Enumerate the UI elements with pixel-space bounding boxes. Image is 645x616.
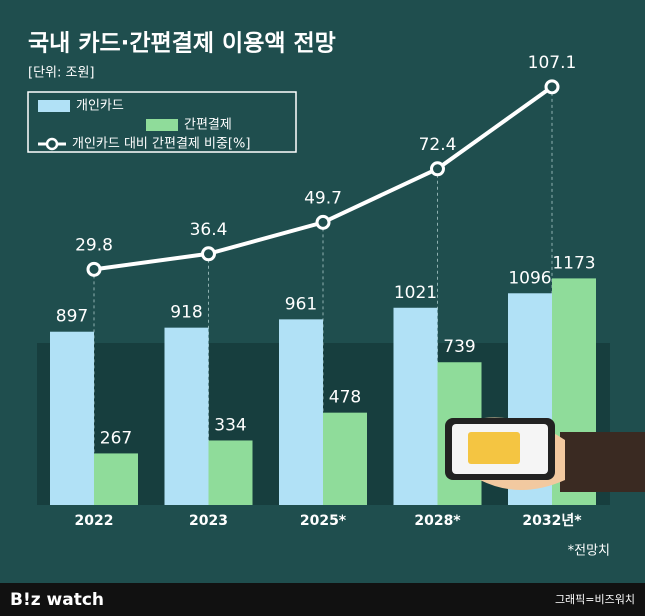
line-point [315,214,331,230]
bar [164,327,209,505]
x-tick-label: 2028* [414,513,461,529]
bar [279,319,323,505]
line-point [201,246,216,262]
value-label: 1096 [508,268,551,288]
x-tick-label: 2032년* [522,513,582,529]
value-label: 1021 [394,283,437,303]
bar [208,440,253,505]
bar [393,307,438,505]
x-tick-label: 2023 [189,513,228,529]
subtitle: [단위: 조원] [28,66,95,81]
footer [0,583,645,616]
chart-title: 국내 카드·간편결제 이용액 전망 [28,31,336,57]
value-label: 918 [170,303,202,323]
source: 그래픽=비즈워치 [555,593,635,606]
x-tick-label: 2025* [300,513,347,529]
legend-marker [45,137,59,151]
bar [323,412,367,505]
value-label: 961 [285,294,317,314]
line-point [86,261,102,277]
note: *전망치 [568,544,610,559]
value-label: 267 [100,428,132,448]
value-label: 36.4 [190,220,228,240]
value-label: 478 [329,388,361,408]
bar [50,331,94,505]
legend-swatch [146,119,178,131]
value-label: 739 [443,337,475,357]
value-label: 334 [214,415,246,435]
legend-swatch [38,100,70,112]
value-label: 72.4 [419,135,457,155]
line-point [430,161,445,177]
bar [94,453,138,505]
value-label: 897 [56,307,88,327]
legend-box [27,91,297,153]
legend-label: 개인카드 [76,99,124,114]
value-label: 29.8 [75,235,113,255]
value-label: 49.7 [304,188,342,208]
card [468,432,520,464]
value-label: 1173 [552,253,595,273]
legend-label: 간편결제 [184,118,232,133]
x-tick-label: 2022 [75,513,114,529]
legend-label: 개인카드 대비 간편결제 비중[%] [72,137,250,152]
line-point [544,79,560,95]
sleeve [560,432,645,492]
value-label: 107.1 [528,53,577,73]
brand: B!z watch [10,590,104,610]
illustration [445,417,645,492]
